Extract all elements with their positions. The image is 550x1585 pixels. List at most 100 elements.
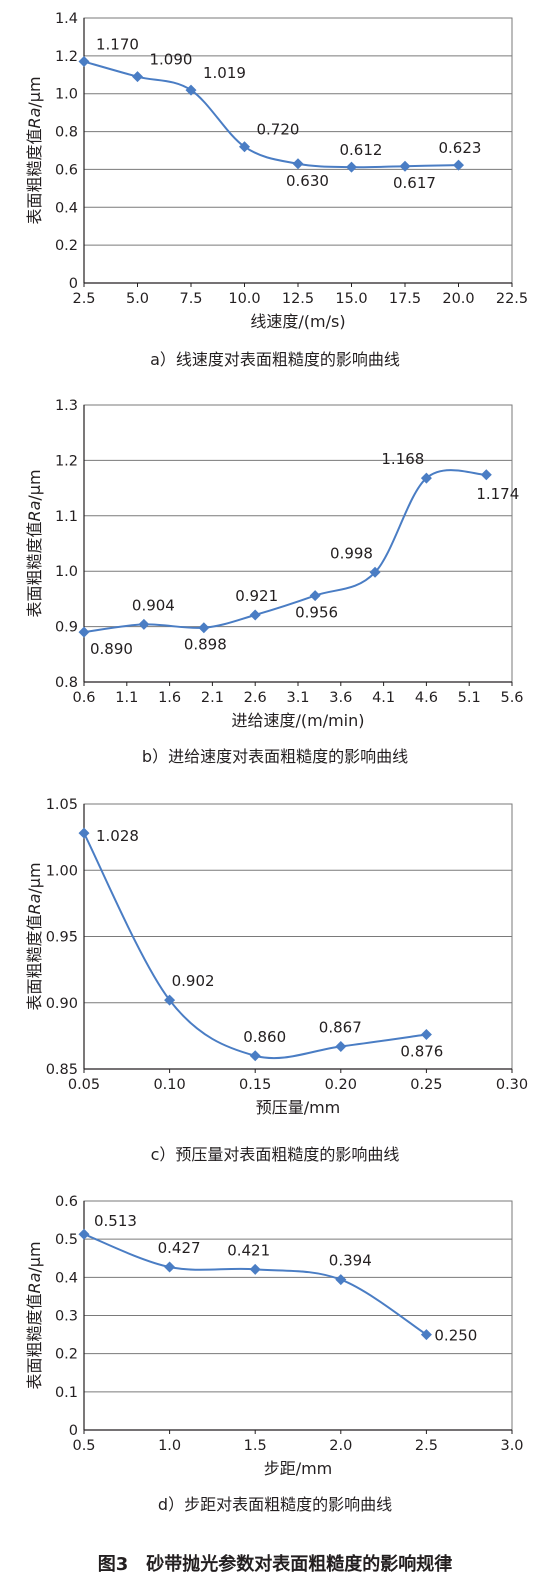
data-point-marker xyxy=(138,618,150,630)
y-tick-label: 1.05 xyxy=(46,797,78,813)
y-tick-label: 0.8 xyxy=(55,125,78,141)
data-label: 1.168 xyxy=(381,450,424,468)
data-point-marker xyxy=(399,160,411,172)
chart-panel-d: 0 0.1 0.2 0.3 0.4 0.5 0.6 0.5 1.0 1.5 2.0 2.5 3.0 步距/… xyxy=(25,1194,524,1514)
y-tick-label: 0.8 xyxy=(55,675,78,691)
chart-caption: b）进给速度对表面粗糙度的影响曲线 xyxy=(142,747,408,766)
data-point-marker xyxy=(198,622,210,634)
x-tick-label: 12.5 xyxy=(282,291,314,307)
data-label: 1.028 xyxy=(96,827,139,845)
data-point-marker xyxy=(335,1274,347,1286)
data-label: 0.998 xyxy=(330,544,373,562)
y-tick-label: 0.9 xyxy=(55,620,78,636)
y-tick-label: 0.1 xyxy=(55,1385,78,1401)
x-tick-label: 2.5 xyxy=(415,1438,438,1454)
data-label: 0.904 xyxy=(132,596,175,614)
data-label: 0.394 xyxy=(329,1252,372,1270)
x-tick-label: 0.30 xyxy=(496,1077,528,1093)
x-tick-label: 3.0 xyxy=(500,1438,523,1454)
data-label: 0.612 xyxy=(340,141,383,159)
x-tick-label: 1.5 xyxy=(244,1438,267,1454)
y-tick-label: 1.2 xyxy=(55,453,78,469)
x-tick-label: 4.1 xyxy=(372,690,395,706)
x-tick-label: 17.5 xyxy=(389,291,421,307)
data-point-marker xyxy=(369,566,381,578)
y-tick-label: 0.4 xyxy=(55,200,78,216)
x-tick-label: 20.0 xyxy=(442,291,474,307)
y-axis-label: 表面粗糙度值Ra/μm xyxy=(25,469,44,617)
data-label: 0.720 xyxy=(257,121,300,139)
data-label: 0.630 xyxy=(286,172,329,190)
x-tick-label: 5.6 xyxy=(500,690,523,706)
chart-panel-a: 0 0.2 0.4 0.6 0.8 1.0 1.2 1.4 2.5 5.0 7.5 10.0 12.5 1… xyxy=(25,11,528,369)
data-label: 0.860 xyxy=(243,1028,286,1046)
data-point-marker xyxy=(78,56,90,68)
x-tick-label: 0.25 xyxy=(410,1077,442,1093)
x-tick-label: 2.0 xyxy=(329,1438,352,1454)
chart-caption: d）步距对表面粗糙度的影响曲线 xyxy=(158,1495,392,1514)
data-point-marker xyxy=(239,141,250,153)
data-label: 0.956 xyxy=(295,604,338,622)
x-tick-label: 10.0 xyxy=(228,291,260,307)
x-tick-label: 2.1 xyxy=(201,690,224,706)
data-point-marker xyxy=(132,71,143,83)
figure-title: 图3 砂带抛光参数对表面粗糙度的影响规律 xyxy=(98,1553,453,1575)
data-label: 0.250 xyxy=(434,1327,477,1345)
data-label: 1.174 xyxy=(476,485,519,503)
data-point-marker xyxy=(164,1261,176,1273)
data-point-marker xyxy=(346,161,357,173)
data-point-marker xyxy=(453,159,464,171)
y-tick-label: 0.5 xyxy=(55,1232,78,1248)
x-tick-label: 0.6 xyxy=(72,690,95,706)
data-label: 1.090 xyxy=(150,51,193,69)
data-label: 0.617 xyxy=(393,174,436,192)
data-label: 1.019 xyxy=(203,64,246,82)
data-label: 0.513 xyxy=(94,1212,137,1230)
data-point-marker xyxy=(78,827,90,839)
x-tick-label: 1.6 xyxy=(158,690,181,706)
x-tick-label: 0.05 xyxy=(68,1077,100,1093)
data-point-marker xyxy=(480,469,492,481)
chart-panel-b: 0.8 0.9 1.0 1.1 1.2 1.3 0.6 1.1 1.6 2.1 2.6 3.1 3.6 4… xyxy=(25,398,524,766)
y-tick-label: 1.0 xyxy=(55,564,78,580)
chart-caption: a）线速度对表面粗糙度的影响曲线 xyxy=(150,350,400,369)
data-label: 0.902 xyxy=(172,972,215,990)
x-tick-label: 0.10 xyxy=(153,1077,185,1093)
y-tick-label: 0.4 xyxy=(55,1270,78,1286)
y-tick-label: 0 xyxy=(69,1423,78,1439)
y-axis-label: 表面粗糙度值Ra/μm xyxy=(25,76,44,224)
x-tick-label: 2.6 xyxy=(244,690,267,706)
y-tick-label: 0.95 xyxy=(46,930,78,946)
y-tick-label: 0 xyxy=(69,276,78,292)
x-tick-label: 0.5 xyxy=(72,1438,95,1454)
y-tick-label: 0.3 xyxy=(55,1309,78,1325)
x-axis-label: 线速度/(m/s) xyxy=(250,312,345,331)
data-label: 1.170 xyxy=(96,36,139,54)
x-tick-label: 22.5 xyxy=(496,291,528,307)
data-point-marker xyxy=(420,1329,432,1341)
y-tick-label: 1.3 xyxy=(55,398,78,414)
x-tick-label: 5.0 xyxy=(126,291,149,307)
data-label: 0.876 xyxy=(400,1043,443,1061)
data-label: 0.427 xyxy=(158,1239,201,1257)
data-point-marker xyxy=(335,1040,347,1052)
data-point-marker xyxy=(78,1228,90,1240)
chart-panel-c: 0.85 0.90 0.95 1.00 1.05 0.05 0.10 0.15 0.20 0.25… xyxy=(25,797,528,1164)
data-label: 0.890 xyxy=(90,640,133,658)
plot-frame xyxy=(83,404,513,683)
y-tick-label: 1.4 xyxy=(55,11,78,27)
x-axis-label: 步距/mm xyxy=(264,1459,333,1478)
data-point-marker xyxy=(309,590,321,602)
data-point-marker xyxy=(249,1050,261,1062)
data-point-marker xyxy=(292,158,304,170)
data-label: 0.921 xyxy=(235,587,278,605)
y-tick-label: 0.85 xyxy=(46,1062,78,1078)
data-point-marker xyxy=(249,1263,261,1275)
data-point-marker xyxy=(420,472,432,484)
y-tick-label: 0.6 xyxy=(55,1194,78,1210)
x-tick-label: 1.0 xyxy=(158,1438,181,1454)
series-line xyxy=(83,60,459,169)
y-axis-label: 表面粗糙度值Ra/μm xyxy=(25,862,44,1010)
data-point-marker xyxy=(185,84,197,96)
